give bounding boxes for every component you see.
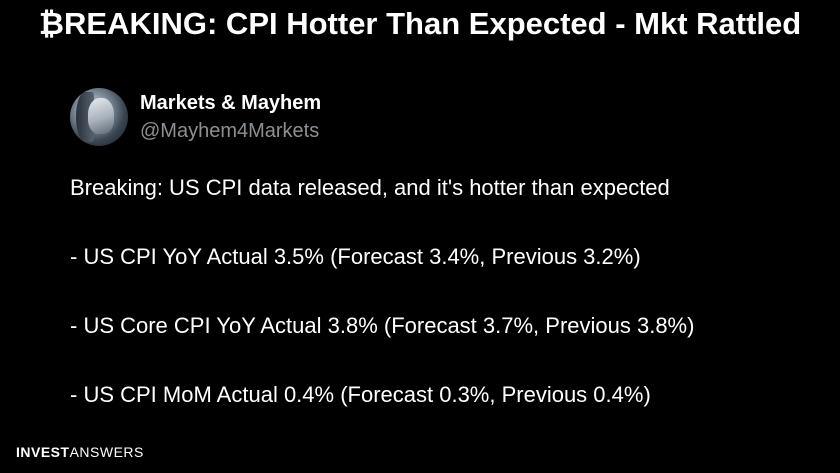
- robot-face-icon: [88, 98, 114, 134]
- brand-logo-part2: ANSWERS: [69, 444, 144, 460]
- tweet-intro: Breaking: US CPI data released, and it's…: [70, 175, 670, 200]
- author-display-name[interactable]: Markets & Mayhem: [140, 92, 322, 114]
- author-handle[interactable]: @Mayhem4Markets: [140, 120, 320, 142]
- tweet-line-cpi-mom: - US CPI MoM Actual 0.4% (Forecast 0.3%,…: [70, 382, 651, 407]
- tweet-author: Markets & Mayhem @Mayhem4Markets: [70, 88, 790, 146]
- headline: ₿REAKING: CPI Hotter Than Expected - Mkt…: [38, 6, 802, 41]
- avatar[interactable]: [70, 88, 128, 146]
- brand-logo-part1: INVEST: [16, 444, 70, 460]
- tweet-card: Markets & Mayhem @Mayhem4Markets Breakin…: [70, 88, 790, 409]
- author-names: Markets & Mayhem @Mayhem4Markets: [140, 90, 321, 144]
- tweet-line-cpi-yoy: - US CPI YoY Actual 3.5% (Forecast 3.4%,…: [70, 244, 641, 269]
- brand-logo: INVESTANSWERS: [16, 444, 144, 460]
- tweet-line-core-cpi-yoy: - US Core CPI YoY Actual 3.8% (Forecast …: [70, 313, 695, 338]
